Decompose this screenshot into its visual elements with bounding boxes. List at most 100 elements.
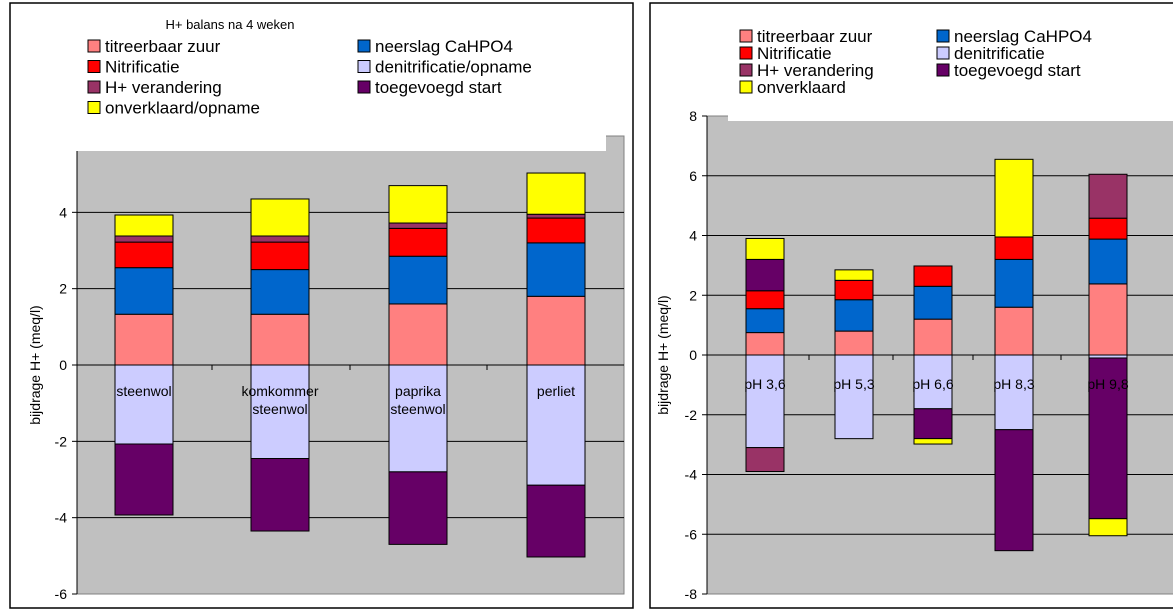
legend-swatch: [936, 63, 950, 77]
y-tick-label: 4: [59, 204, 67, 220]
bar-segment: [834, 354, 874, 440]
category-label: pH 8,3: [993, 376, 1034, 392]
bar-segment: [250, 241, 310, 271]
y-tick-label: 0: [689, 347, 697, 363]
bar-segment: [913, 285, 953, 320]
bar-segment: [994, 429, 1034, 552]
bar-segment: [834, 279, 874, 301]
right-chart-panel: -8 -6 -4 -2 0 2 4 6 8 bijdrage H+ (meq/l) pH 3,6 pH…: [640, 0, 1173, 609]
bar-segment: [388, 227, 448, 257]
y-tick-label: 2: [59, 281, 67, 297]
bar-segment: [913, 318, 953, 356]
bar-segment: [526, 217, 586, 244]
chart-title: H+ balans na 4 weken: [165, 17, 294, 32]
category-label: steenwol: [252, 401, 307, 417]
category-label: perliet: [537, 383, 575, 399]
y-tick-label: 6: [689, 168, 697, 184]
legend-swatch: [87, 60, 101, 73]
bar-segment: [1088, 518, 1128, 537]
bar-segment: [114, 214, 174, 237]
y-tick-label: 8: [689, 108, 697, 124]
bar-segment: [388, 303, 448, 366]
legend-swatch: [739, 29, 753, 43]
legend-label: onverklaard/opname: [105, 99, 260, 118]
y-tick-label: -4: [55, 510, 68, 526]
left-chart: -6-4-20246bijdrage H+ (meq/l)steenwolkom…: [9, 2, 634, 609]
bar-segment: [250, 313, 310, 366]
bar-segment: [114, 235, 174, 243]
y-tick-label: -6: [685, 526, 698, 542]
bar-segment: [250, 235, 310, 243]
legend-swatch: [87, 39, 101, 53]
legend-label: toegevoegd start: [375, 78, 502, 97]
legend-swatch: [739, 46, 753, 60]
bar-segment: [745, 308, 785, 334]
bar-segment: [745, 237, 785, 260]
category-label: paprika: [395, 383, 441, 399]
bar-segment: [834, 299, 874, 332]
legend-label: titreerbaar zuur: [757, 27, 873, 46]
bar-segment: [745, 332, 785, 356]
y-axis-title: bijdrage H+ (meq/l): [655, 295, 671, 414]
bar-segment: [994, 158, 1034, 238]
legend-label: H+ verandering: [105, 78, 222, 97]
bar-segment: [745, 258, 785, 292]
legend-swatch: [739, 63, 753, 77]
y-tick-label: -2: [55, 433, 68, 449]
bar-segment: [913, 265, 953, 287]
legend-label: onverklaard: [757, 78, 846, 97]
bar-segment: [994, 354, 1034, 431]
legend-swatch: [357, 80, 371, 94]
legend-label: neerslag CaHPO4: [954, 27, 1092, 46]
y-axis-title: bijdrage H+ (meq/l): [27, 305, 43, 424]
legend-swatch: [357, 60, 371, 73]
bar-segment: [994, 306, 1034, 356]
legend-label: Nitrificatie: [757, 44, 832, 63]
category-label: komkommer: [241, 383, 318, 399]
bar-segment: [250, 269, 310, 315]
bar-segment: [250, 198, 310, 237]
legend-label: H+ verandering: [757, 61, 874, 80]
legend-swatch: [87, 101, 101, 114]
bar-segment: [114, 267, 174, 315]
bar-segment: [114, 443, 174, 516]
bar-segment: [745, 447, 785, 473]
bar-segment: [526, 213, 586, 219]
bar-segment: [250, 458, 310, 532]
bar-segment: [994, 258, 1034, 308]
bar-segment: [1088, 357, 1128, 520]
legend-box: [58, 11, 606, 151]
category-label: pH 6,6: [912, 376, 953, 392]
bar-segment: [1088, 283, 1128, 356]
legend-swatch: [936, 46, 950, 60]
bar-segment: [114, 313, 174, 366]
bar-segment: [388, 222, 448, 229]
bar-segment: [1088, 173, 1128, 219]
legend-label: Nitrificatie: [105, 58, 180, 77]
bar-segment: [1088, 238, 1128, 285]
legend-swatch: [87, 80, 101, 94]
bar-segment: [526, 242, 586, 297]
legend-label: denitrificatie/opname: [375, 58, 532, 77]
legend-label: neerslag CaHPO4: [375, 37, 513, 56]
bar-segment: [913, 408, 953, 440]
bar-segment: [1088, 217, 1128, 240]
y-tick-label: -8: [685, 586, 698, 602]
bar-segment: [388, 185, 448, 224]
legend-box: [728, 11, 1173, 121]
legend-swatch: [357, 39, 371, 53]
bar-segment: [388, 471, 448, 545]
bar-segment: [114, 364, 174, 445]
legend-swatch: [936, 29, 950, 43]
bar-segment: [388, 255, 448, 305]
category-label: pH 9,8: [1087, 376, 1128, 392]
category-label: steenwol: [390, 401, 445, 417]
bar-segment: [526, 172, 586, 215]
y-tick-label: -2: [685, 407, 698, 423]
bar-segment: [913, 438, 953, 445]
y-tick-label: 2: [689, 287, 697, 303]
y-tick-label: -6: [55, 586, 68, 602]
legend-label: denitrificatie: [954, 44, 1045, 63]
legend-label: titreerbaar zuur: [105, 37, 221, 56]
right-chart: -8 -6 -4 -2 0 2 4 6 8 bijdrage H+ (meq/l) pH 3,6 pH…: [649, 2, 1173, 609]
